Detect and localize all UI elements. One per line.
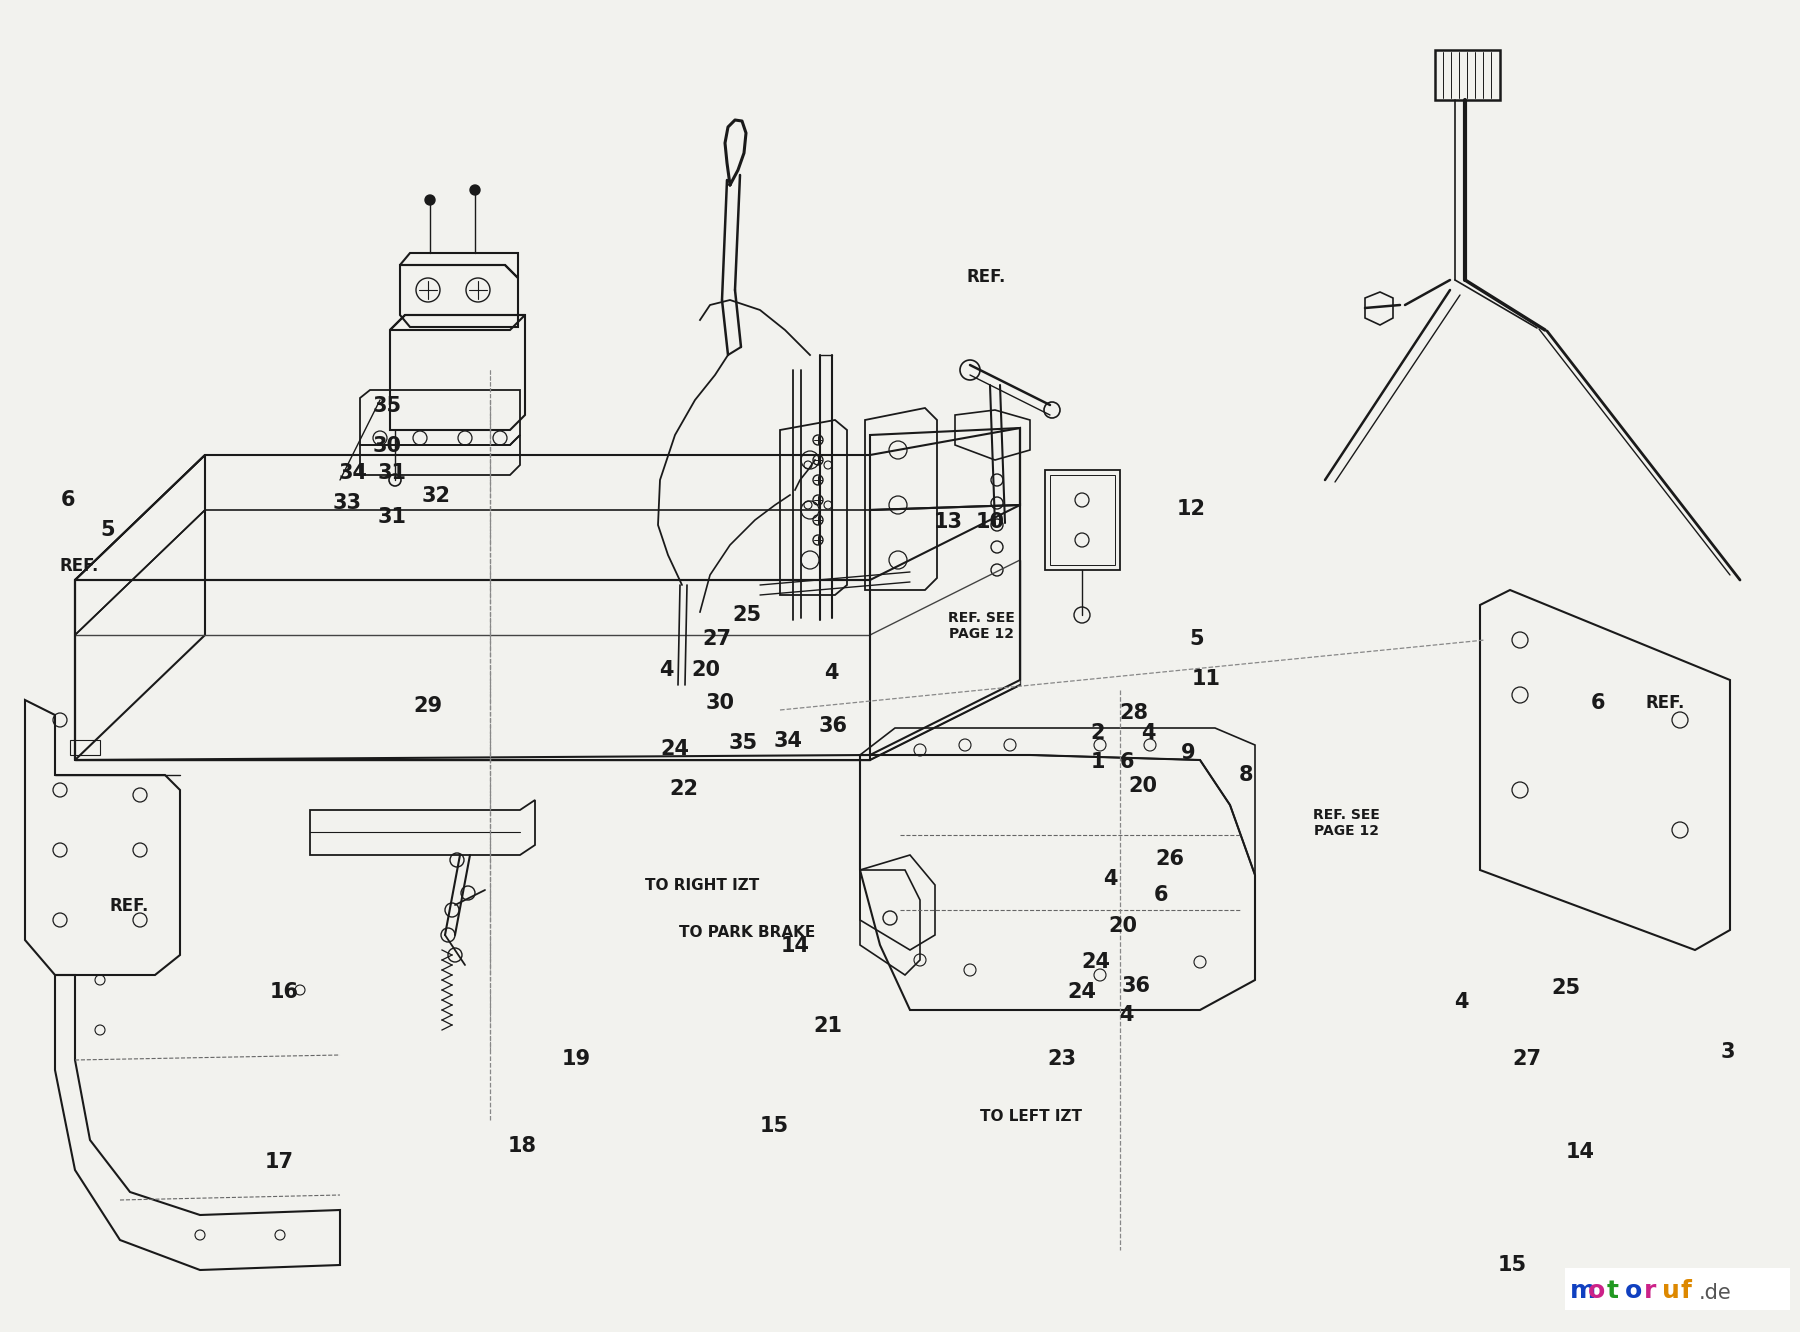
Text: r: r — [1643, 1279, 1656, 1303]
Text: 36: 36 — [1121, 975, 1150, 996]
Text: 4: 4 — [1454, 991, 1469, 1012]
Text: o: o — [1625, 1279, 1642, 1303]
Text: 8: 8 — [1238, 765, 1253, 786]
Text: 20: 20 — [1129, 775, 1157, 797]
Text: 34: 34 — [338, 462, 367, 484]
Text: 27: 27 — [1512, 1048, 1541, 1070]
Text: .de: .de — [1699, 1283, 1732, 1303]
Text: 24: 24 — [1082, 951, 1111, 972]
Text: u: u — [1661, 1279, 1679, 1303]
Circle shape — [425, 194, 436, 205]
Bar — [1435, 51, 1499, 100]
Text: o: o — [1588, 1279, 1606, 1303]
Text: 11: 11 — [1192, 669, 1220, 690]
Text: 30: 30 — [706, 693, 734, 714]
Text: TO RIGHT IZT: TO RIGHT IZT — [644, 878, 760, 894]
Text: 2: 2 — [1091, 722, 1105, 743]
Text: 27: 27 — [702, 629, 731, 650]
Text: 24: 24 — [661, 738, 689, 759]
Text: 4: 4 — [1141, 722, 1156, 743]
Text: 16: 16 — [270, 982, 299, 1003]
Text: 25: 25 — [1552, 978, 1580, 999]
Text: 32: 32 — [421, 485, 450, 506]
Text: 20: 20 — [1109, 915, 1138, 936]
Bar — [1564, 1268, 1789, 1309]
Text: 10: 10 — [976, 511, 1004, 533]
Text: 3: 3 — [1721, 1042, 1735, 1063]
Text: 14: 14 — [1566, 1142, 1595, 1163]
Text: 19: 19 — [562, 1048, 590, 1070]
Text: 12: 12 — [1177, 498, 1206, 519]
Circle shape — [470, 185, 481, 194]
Text: 15: 15 — [760, 1115, 788, 1136]
Text: 13: 13 — [934, 511, 963, 533]
Text: 6: 6 — [1120, 751, 1134, 773]
Text: 21: 21 — [814, 1015, 842, 1036]
Text: 35: 35 — [373, 396, 401, 417]
Bar — [70, 741, 101, 755]
Text: 18: 18 — [508, 1135, 536, 1156]
Text: 4: 4 — [1120, 1004, 1134, 1026]
Text: REF.: REF. — [1645, 694, 1685, 713]
Text: 4: 4 — [659, 659, 673, 681]
Text: REF.: REF. — [59, 557, 99, 575]
Text: TO LEFT IZT: TO LEFT IZT — [981, 1108, 1082, 1124]
Text: REF.: REF. — [110, 896, 149, 915]
Text: REF.: REF. — [967, 268, 1006, 286]
Text: 23: 23 — [1048, 1048, 1076, 1070]
Bar — [1046, 470, 1120, 570]
Text: REF. SEE
PAGE 12: REF. SEE PAGE 12 — [947, 611, 1015, 641]
Text: 9: 9 — [1181, 742, 1195, 763]
Text: 1: 1 — [1091, 751, 1105, 773]
Text: 25: 25 — [733, 605, 761, 626]
Text: 15: 15 — [1498, 1255, 1526, 1276]
Text: 4: 4 — [824, 662, 839, 683]
Text: t: t — [1607, 1279, 1618, 1303]
Text: 31: 31 — [378, 506, 407, 527]
Text: 5: 5 — [1190, 629, 1204, 650]
Text: 14: 14 — [781, 935, 810, 956]
Text: 5: 5 — [101, 519, 115, 541]
Text: TO PARK BRAKE: TO PARK BRAKE — [679, 924, 815, 940]
Text: 24: 24 — [1067, 982, 1096, 1003]
Text: 35: 35 — [729, 733, 758, 754]
Text: 22: 22 — [670, 778, 698, 799]
Text: 33: 33 — [333, 493, 362, 514]
Text: 28: 28 — [1120, 702, 1148, 723]
Text: REF. SEE
PAGE 12: REF. SEE PAGE 12 — [1312, 809, 1381, 838]
Text: 17: 17 — [265, 1151, 293, 1172]
Text: 20: 20 — [691, 659, 720, 681]
Text: f: f — [1681, 1279, 1692, 1303]
Text: 6: 6 — [1591, 693, 1606, 714]
Text: 29: 29 — [414, 695, 443, 717]
Text: 34: 34 — [774, 730, 803, 751]
Text: m: m — [1570, 1279, 1597, 1303]
Text: 4: 4 — [1103, 868, 1118, 890]
Text: 6: 6 — [61, 489, 76, 510]
Text: 26: 26 — [1156, 848, 1184, 870]
Text: 36: 36 — [819, 715, 848, 737]
Text: 30: 30 — [373, 436, 401, 457]
Text: 31: 31 — [378, 462, 407, 484]
Bar — [1049, 476, 1114, 565]
Text: 6: 6 — [1154, 884, 1168, 906]
